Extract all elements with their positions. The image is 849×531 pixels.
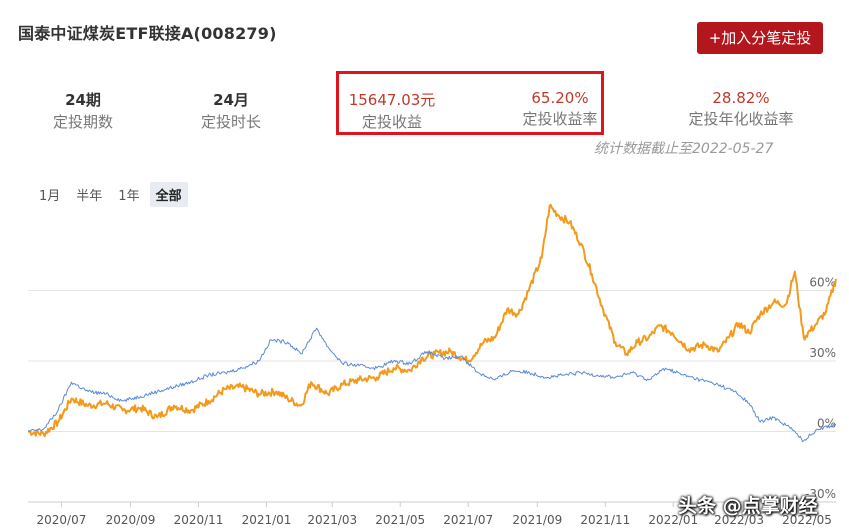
x-tick-label: 2022/05 [782,513,832,527]
stat-annual-label: 定投年化收益率 [688,110,794,128]
stat-periods-label: 定投期数 [52,113,113,131]
x-tick-label: 2020/09 [106,513,156,527]
x-tick-label: 2020/11 [174,513,224,527]
stat-duration-label: 定投时长 [200,113,261,131]
stat-return-value: 65.20% [531,89,589,107]
watermark: 头条 @点掌财经 [678,495,818,517]
x-tick-label: 2022/01 [648,513,698,527]
tab-half-year[interactable]: 半年 [76,189,103,204]
y-tick-label: 30% [809,346,836,360]
tab-1-month[interactable]: 1月 [39,189,61,204]
x-tick-label: 2021/07 [443,513,493,527]
tab-all[interactable]: 全部 [149,182,188,207]
highlight-box [336,71,604,135]
stat-profit: 15647.03元 定投收益 [342,89,442,132]
stat-periods-value: 24期 [65,91,101,109]
stat-annual-value: 28.82% [712,89,770,107]
x-tick-label: 2021/01 [242,513,292,527]
y-tick-label: 0% [817,417,836,431]
x-tick-label: 2021/03 [307,513,357,527]
tab-1-year[interactable]: 1年 [118,189,140,204]
x-tick-label: 2020/07 [37,513,87,527]
y-tick-label: -30% [805,487,836,501]
stat-duration: 24月 定投时长 [188,89,274,132]
stat-periods: 24期 定投期数 [40,89,126,132]
x-tick-label: 2022/03 [714,513,764,527]
add-installment-button[interactable]: +加入分笔定投 [697,22,823,54]
stat-annual: 28.82% 定投年化收益率 [676,89,806,129]
stat-duration-value: 24月 [213,91,249,109]
y-tick-label: 60% [809,276,836,290]
x-tick-label: 2021/09 [512,513,562,527]
fund-title: 国泰中证煤炭ETF联接A(008279) [18,24,277,43]
stat-profit-label: 定投收益 [361,113,422,131]
stat-profit-value: 15647.03元 [348,91,436,109]
range-tabs: 1月 半年 1年 全部 [33,182,188,207]
x-tick-label: 2021/05 [375,513,425,527]
stat-return: 65.20% 定投收益率 [510,89,610,129]
as-of-date: 统计数据截止至2022-05-27 [594,141,774,157]
series-line-blue [27,327,837,443]
stat-return-label: 定投收益率 [522,110,598,128]
x-tick-label: 2021/11 [580,513,630,527]
series-line-orange [27,203,837,438]
